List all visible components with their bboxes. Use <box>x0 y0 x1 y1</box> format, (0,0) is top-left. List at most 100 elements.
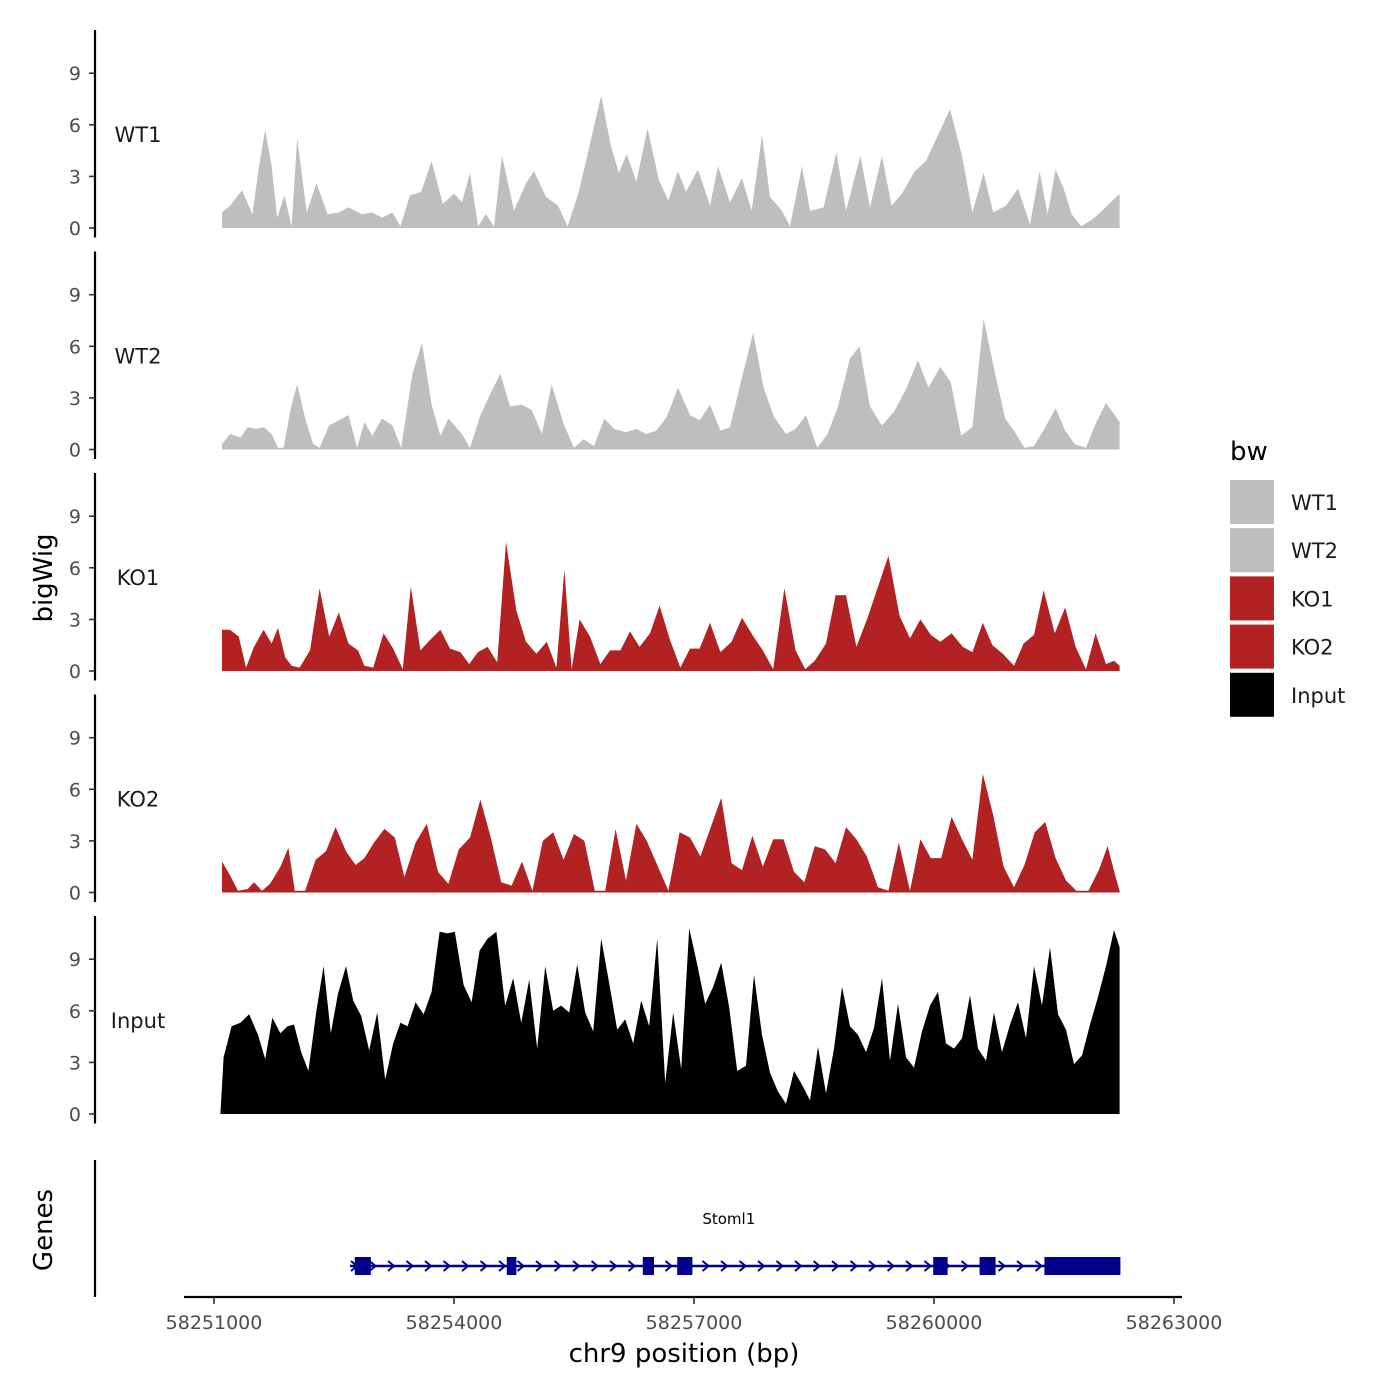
strand-chevron <box>775 1260 785 1272</box>
strand-chevron <box>368 1260 378 1272</box>
y-tick-label: 0 <box>69 218 81 240</box>
track-ko1: 0 3 6 9 KO1 <box>69 473 1120 683</box>
y-tick-label: 9 <box>69 728 81 750</box>
y-tick-label: 9 <box>69 285 81 307</box>
x-tick-label: 58260000 <box>886 1312 983 1334</box>
track-label: WT2 <box>115 345 162 369</box>
coverage-area-ko2 <box>222 773 1120 893</box>
legend-swatch-input <box>1230 672 1274 717</box>
y-tick-label: 9 <box>69 949 81 971</box>
legend-label-wt1: WT1 <box>1291 491 1338 515</box>
legend-swatch-wt2 <box>1230 528 1274 573</box>
y-tick-label: 0 <box>69 661 81 683</box>
coverage-area-input <box>220 928 1120 1114</box>
strand-chevron <box>831 1260 840 1272</box>
track-label: KO1 <box>117 566 160 590</box>
y-tick-label: 6 <box>69 1001 81 1023</box>
y-tick-label: 0 <box>69 440 81 462</box>
strand-chevron <box>849 1260 859 1272</box>
y-tick-label: 9 <box>69 506 81 528</box>
coverage-area-ko1 <box>222 542 1120 671</box>
track-ko2: 0 3 6 9 KO2 <box>69 694 1120 905</box>
strand-chevron <box>609 1260 618 1272</box>
y-tick-label: 3 <box>69 388 81 410</box>
strand-chevron <box>738 1260 748 1272</box>
coverage-tracks: 0 3 6 9 WT1 0 3 6 9 WT2 0 3 6 9 KO1 0 3 6 9 KO2 0 3 6 9 Input <box>69 30 1120 1126</box>
track-label: WT1 <box>115 123 162 147</box>
x-tick-label: 58254000 <box>406 1312 503 1334</box>
track-label: KO2 <box>117 788 160 812</box>
strand-chevron <box>590 1260 600 1272</box>
y-axis-title: bigWig <box>29 533 59 622</box>
exon-block <box>354 1257 371 1275</box>
strand-chevron <box>498 1260 507 1272</box>
track-wt2: 0 3 6 9 WT2 <box>69 251 1120 462</box>
y-tick-label: 9 <box>69 63 81 85</box>
x-axis: 58251000 58254000 58257000 58260000 58263000 <box>166 1295 1223 1334</box>
legend-label-ko1: KO1 <box>1291 587 1334 611</box>
x-tick-label: 58263000 <box>1126 1312 1223 1334</box>
strand-chevron <box>886 1260 896 1272</box>
strand-chevron <box>1016 1260 1025 1272</box>
x-tick-label: 58251000 <box>166 1312 263 1334</box>
gene-name-label: Stoml1 <box>702 1210 755 1228</box>
strand-chevron <box>1034 1260 1044 1272</box>
x-axis-title: chr9 position (bp) <box>569 1339 800 1369</box>
strand-chevron <box>461 1260 470 1272</box>
y-tick-label: 3 <box>69 1052 81 1074</box>
legend-label-input: Input <box>1291 684 1345 708</box>
coverage-area-wt1 <box>222 95 1120 228</box>
track-input: 0 3 6 9 Input <box>69 916 1120 1126</box>
strand-chevron <box>664 1260 674 1272</box>
strand-chevron <box>627 1260 637 1272</box>
strand-chevron <box>868 1260 877 1272</box>
exon-block <box>979 1257 996 1275</box>
strand-chevron <box>923 1260 933 1272</box>
legend: bw WT1 WT2 KO1 KO2 Input <box>1230 437 1345 717</box>
strand-chevron <box>535 1260 544 1272</box>
y-tick-label: 0 <box>69 1104 81 1126</box>
strand-chevron <box>479 1260 489 1272</box>
exon-block <box>1044 1257 1121 1275</box>
y-tick-label: 6 <box>69 779 81 801</box>
genes-panel-title: Genes <box>29 1189 59 1271</box>
y-tick-label: 3 <box>69 609 81 631</box>
strand-chevron <box>960 1260 970 1272</box>
strand-chevron <box>794 1260 803 1272</box>
gene-panel: Stoml1 <box>93 1160 1121 1297</box>
y-tick-label: 6 <box>69 558 81 580</box>
legend-swatch-ko2 <box>1230 624 1274 669</box>
legend-label-ko2: KO2 <box>1291 636 1334 660</box>
strand-chevron <box>442 1260 452 1272</box>
exon-block <box>642 1257 654 1275</box>
exon-block <box>677 1257 693 1275</box>
strand-chevron <box>572 1260 581 1272</box>
y-tick-label: 6 <box>69 336 81 358</box>
legend-swatch-wt1 <box>1230 480 1274 524</box>
strand-chevron <box>405 1260 415 1272</box>
x-tick-label: 58257000 <box>646 1312 743 1334</box>
legend-title: bw <box>1230 437 1268 467</box>
strand-chevron <box>516 1260 526 1272</box>
y-tick-label: 3 <box>69 831 81 853</box>
y-tick-label: 3 <box>69 166 81 188</box>
exon-block <box>933 1257 948 1275</box>
strand-chevron <box>387 1260 396 1272</box>
legend-label-wt2: WT2 <box>1291 539 1338 563</box>
legend-swatch-ko1 <box>1230 576 1274 621</box>
y-tick-label: 0 <box>69 883 81 905</box>
strand-chevron <box>720 1260 729 1272</box>
exon-block <box>506 1257 517 1275</box>
track-wt1: 0 3 6 9 WT1 <box>69 30 1120 240</box>
strand-chevron <box>812 1260 822 1272</box>
strand-chevron <box>905 1260 914 1272</box>
strand-chevron <box>424 1260 433 1272</box>
y-tick-label: 6 <box>69 115 81 137</box>
strand-chevron <box>553 1260 563 1272</box>
strand-chevron <box>997 1260 1007 1272</box>
track-label: Input <box>111 1009 165 1033</box>
strand-chevron <box>701 1260 711 1272</box>
strand-chevron <box>757 1260 766 1272</box>
coverage-area-wt2 <box>222 318 1120 450</box>
